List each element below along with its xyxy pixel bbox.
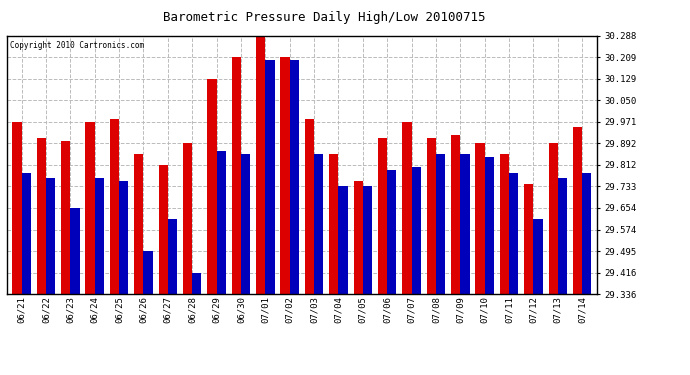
Bar <box>475 143 484 294</box>
Bar <box>21 173 31 294</box>
Bar <box>524 184 533 294</box>
Bar <box>290 60 299 294</box>
Text: Barometric Pressure Daily High/Low 20100715: Barometric Pressure Daily High/Low 20100… <box>163 11 486 24</box>
Text: Copyright 2010 Cartronics.com: Copyright 2010 Cartronics.com <box>10 41 144 50</box>
Bar <box>119 181 128 294</box>
Bar <box>549 143 558 294</box>
Bar <box>217 152 226 294</box>
Bar <box>378 138 387 294</box>
Bar <box>193 273 201 294</box>
Bar <box>338 186 348 294</box>
Bar <box>451 135 460 294</box>
Bar <box>500 154 509 294</box>
Bar <box>305 119 314 294</box>
Bar <box>183 143 193 294</box>
Bar <box>329 154 338 294</box>
Bar <box>86 122 95 294</box>
Bar <box>402 122 411 294</box>
Bar <box>280 57 290 294</box>
Bar <box>134 154 144 294</box>
Bar <box>159 165 168 294</box>
Bar <box>411 168 421 294</box>
Bar <box>266 60 275 294</box>
Bar <box>509 173 518 294</box>
Bar <box>484 157 494 294</box>
Bar <box>582 173 591 294</box>
Bar <box>314 154 324 294</box>
Bar <box>533 219 543 294</box>
Bar <box>12 122 21 294</box>
Bar <box>353 181 363 294</box>
Bar <box>61 141 70 294</box>
Bar <box>232 57 241 294</box>
Bar <box>144 251 152 294</box>
Bar <box>573 127 582 294</box>
Bar <box>558 178 567 294</box>
Bar <box>436 154 445 294</box>
Bar <box>363 186 372 294</box>
Bar <box>95 178 104 294</box>
Bar <box>207 79 217 294</box>
Bar <box>426 138 436 294</box>
Bar <box>168 219 177 294</box>
Bar <box>110 119 119 294</box>
Bar <box>70 208 79 294</box>
Bar <box>387 170 397 294</box>
Bar <box>460 154 470 294</box>
Bar <box>37 138 46 294</box>
Bar <box>46 178 55 294</box>
Bar <box>241 154 250 294</box>
Bar <box>256 36 266 294</box>
